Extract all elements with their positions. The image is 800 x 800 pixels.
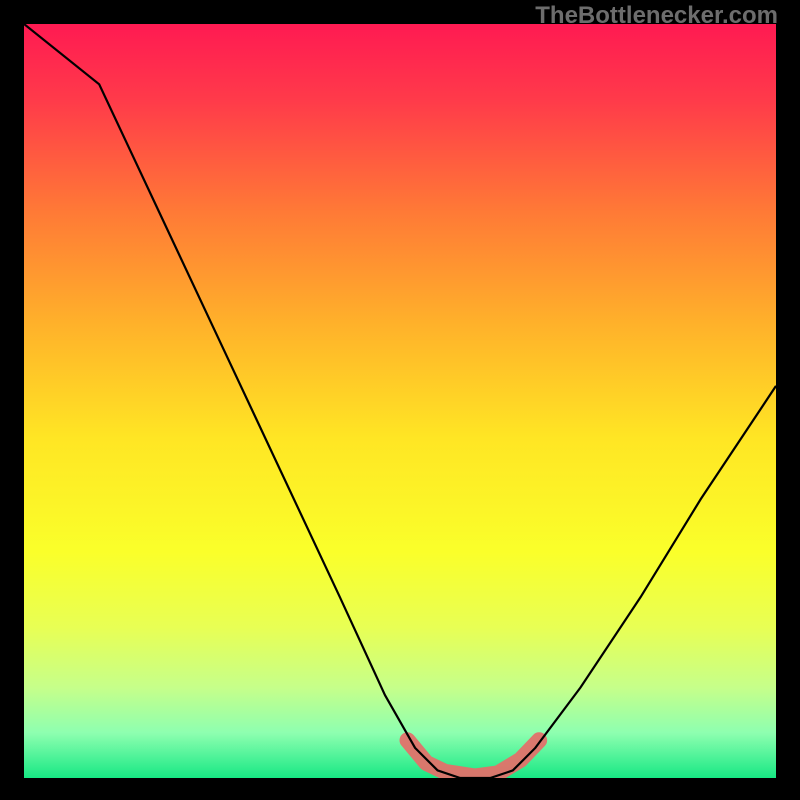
gradient-background bbox=[24, 24, 776, 778]
watermark-text: TheBottlenecker.com bbox=[535, 2, 778, 30]
chart-frame: TheBottlenecker.com bbox=[0, 0, 800, 800]
plot-area bbox=[24, 24, 776, 778]
plot-svg bbox=[24, 24, 776, 778]
